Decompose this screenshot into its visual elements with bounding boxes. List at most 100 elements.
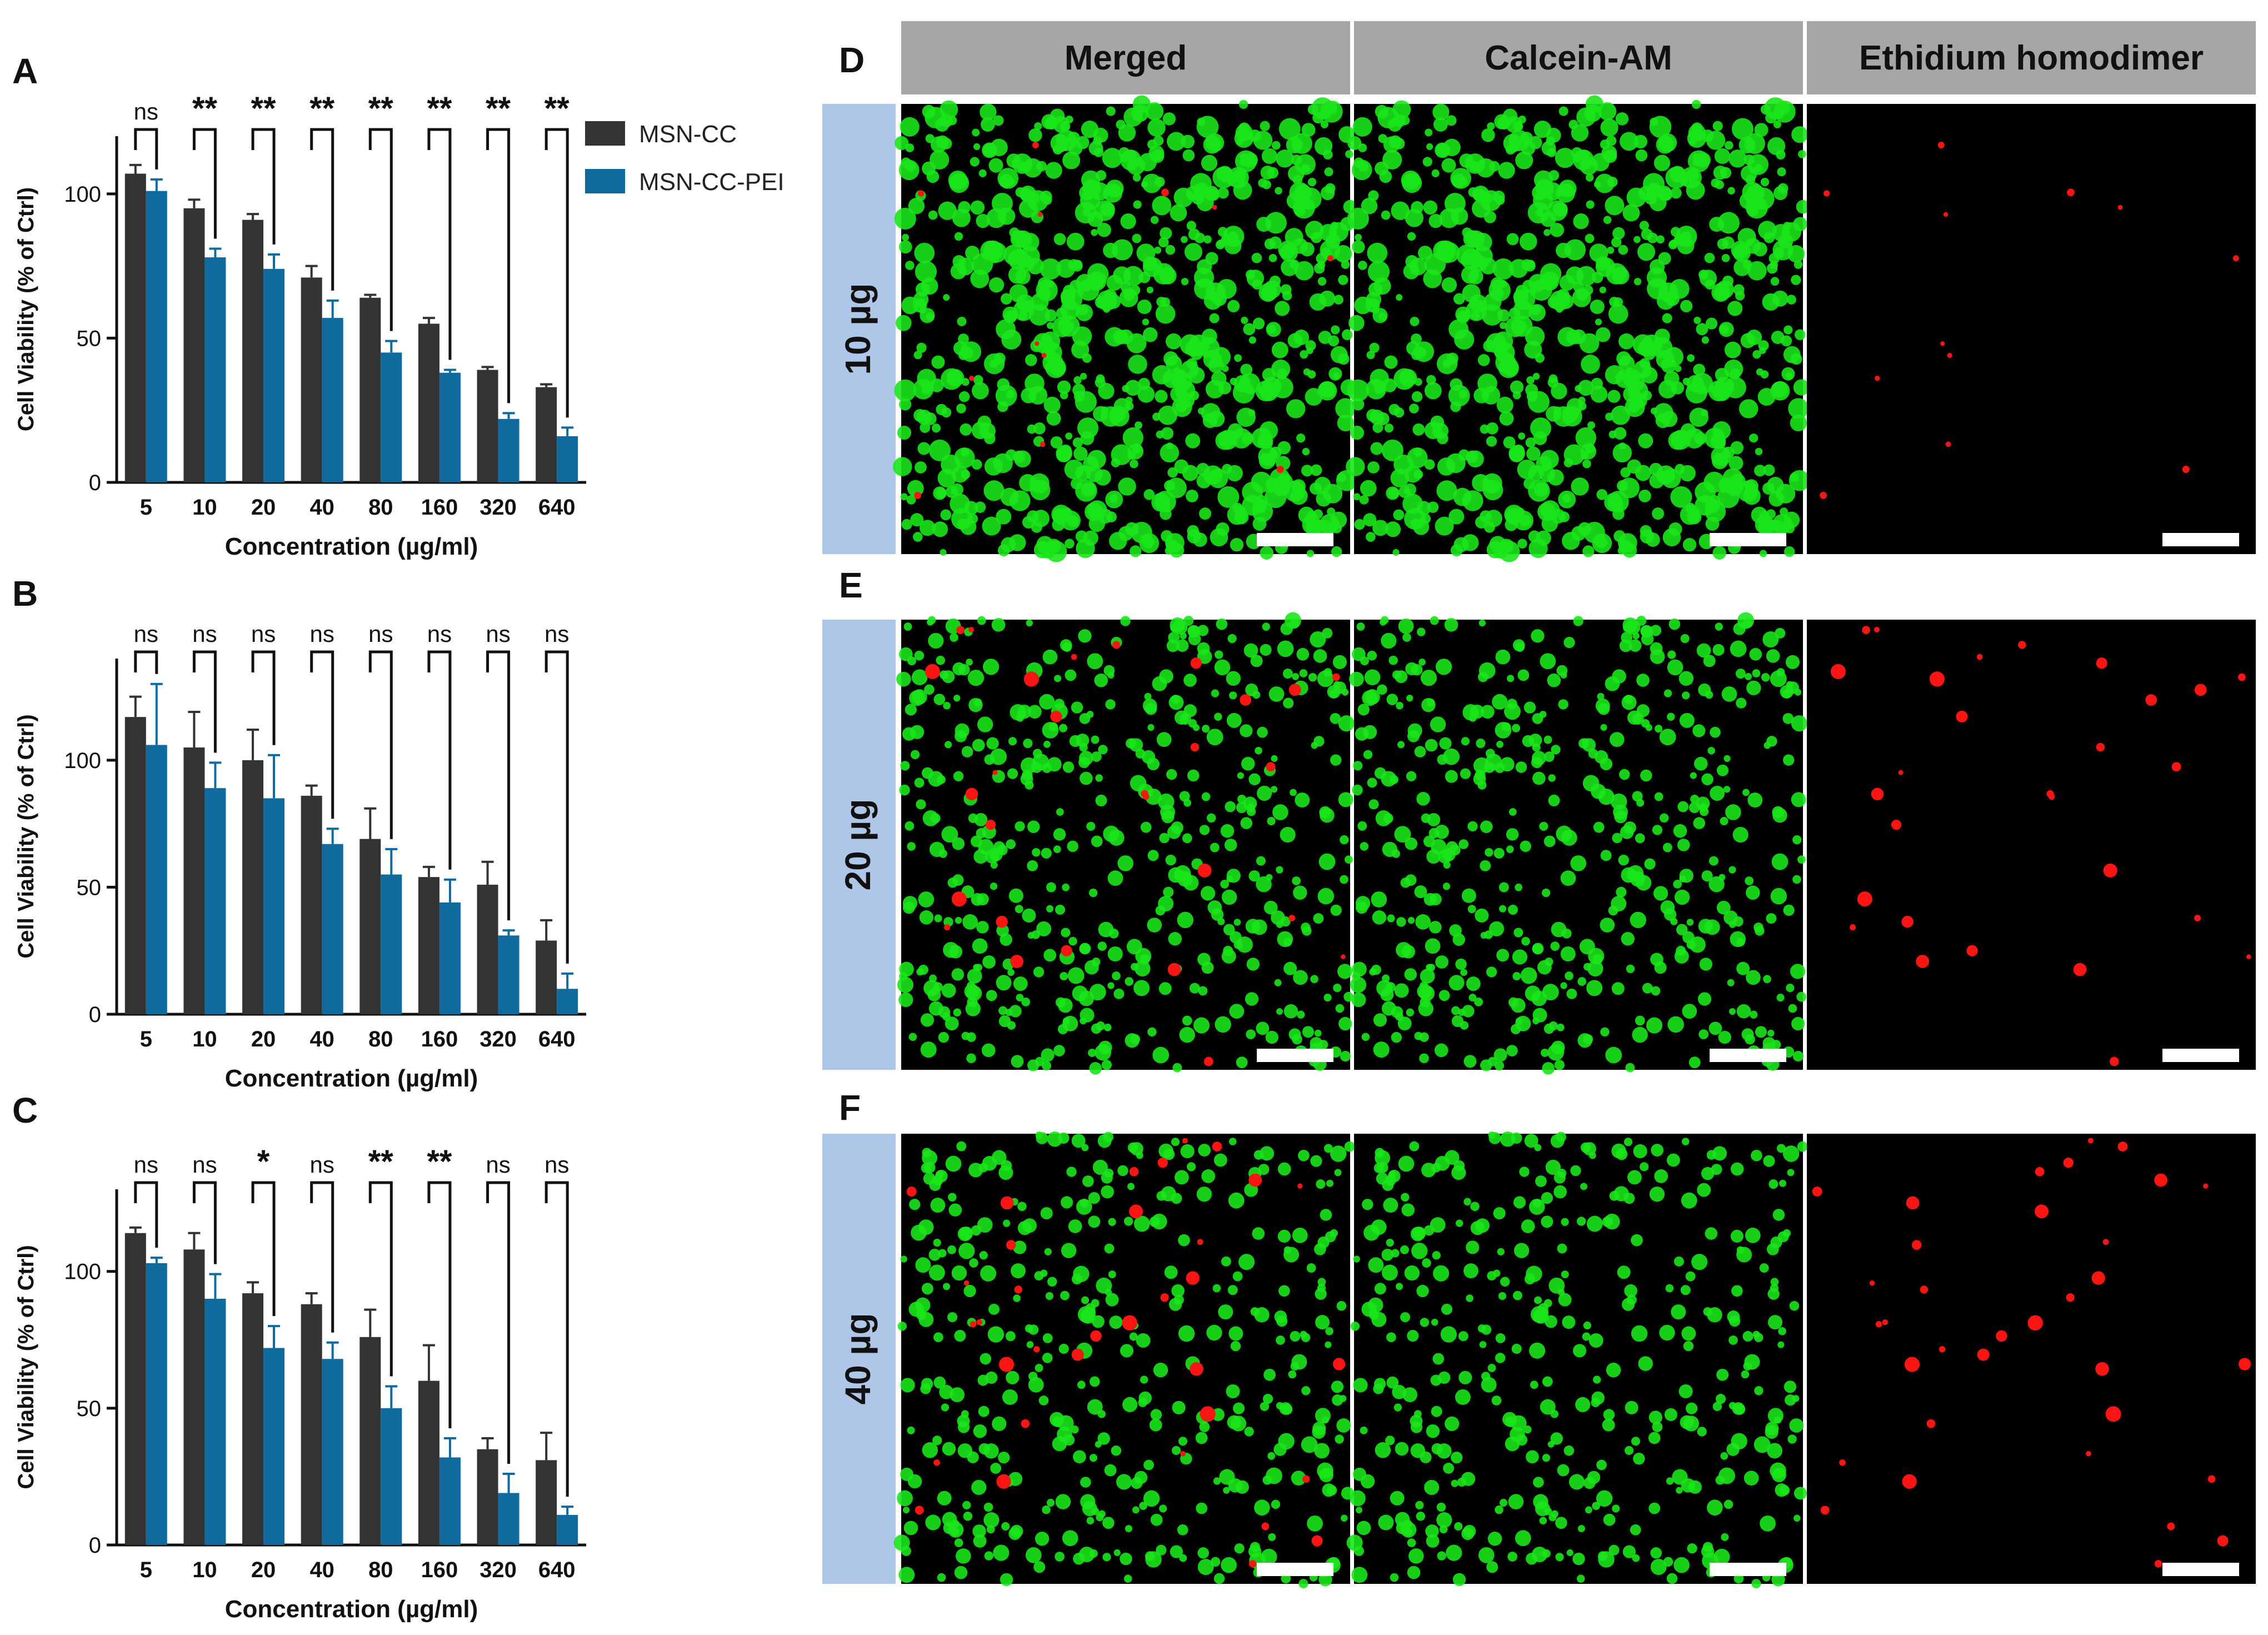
row-label: 20 µg bbox=[838, 799, 878, 891]
live-cell-dot bbox=[1426, 1424, 1440, 1438]
live-cell-dot bbox=[1061, 1243, 1077, 1258]
dead-cell-dot bbox=[956, 626, 965, 635]
live-cell-dot bbox=[1681, 1192, 1697, 1209]
dead-cell-dot bbox=[1186, 1271, 1200, 1285]
dead-cell-dot bbox=[1248, 1560, 1257, 1568]
live-cell-dot bbox=[1154, 491, 1176, 513]
bar-msn-cc-pei bbox=[322, 1359, 343, 1545]
live-cell-dot bbox=[1340, 1514, 1348, 1522]
live-cell-dot bbox=[1542, 1376, 1553, 1387]
dead-cell-dot bbox=[2105, 1406, 2121, 1422]
live-cell-dot bbox=[1659, 1324, 1675, 1341]
live-cell-dot bbox=[1783, 904, 1795, 916]
dead-cell-dot bbox=[2182, 465, 2190, 473]
live-cell-dot bbox=[902, 233, 910, 241]
live-cell-dot bbox=[1616, 1148, 1628, 1160]
live-cell-dot bbox=[1232, 1271, 1243, 1282]
live-cell-dot bbox=[1361, 1033, 1370, 1041]
live-cell-dot bbox=[1406, 771, 1417, 781]
live-cell-dot bbox=[1153, 246, 1162, 254]
live-cell-dot bbox=[1568, 119, 1578, 129]
live-cell-dot bbox=[1367, 650, 1377, 661]
dead-cell-dot bbox=[2194, 915, 2201, 922]
live-cell-dot bbox=[930, 1198, 946, 1213]
live-cell-dot bbox=[928, 1248, 941, 1261]
live-cell-dot bbox=[1660, 900, 1675, 915]
live-cell-dot bbox=[1498, 162, 1515, 179]
live-cell-dot bbox=[1560, 870, 1576, 886]
live-cell-dot bbox=[1418, 1001, 1433, 1016]
live-cell-dot bbox=[1636, 674, 1650, 687]
live-cell-dot bbox=[1149, 1418, 1162, 1432]
live-cell-dot bbox=[1183, 615, 1194, 626]
live-cell-dot bbox=[1314, 137, 1333, 156]
live-cell-dot bbox=[1596, 1490, 1613, 1507]
live-cell-dot bbox=[1052, 1416, 1063, 1427]
live-cell-dot bbox=[1693, 817, 1706, 829]
live-cell-dot bbox=[1156, 732, 1172, 747]
live-cell-dot bbox=[1415, 914, 1431, 930]
live-cell-dot bbox=[1223, 1487, 1230, 1494]
live-cell-dot bbox=[1600, 850, 1612, 861]
live-cell-dot bbox=[1487, 1364, 1496, 1372]
live-cell-dot bbox=[1635, 149, 1648, 162]
live-cell-dot bbox=[973, 143, 981, 151]
live-cell-dot bbox=[1072, 326, 1092, 346]
bar-msn-cc-pei bbox=[439, 372, 461, 482]
live-cell-dot bbox=[1123, 1217, 1133, 1226]
live-cell-dot bbox=[1000, 293, 1012, 305]
live-cell-dot bbox=[1593, 181, 1601, 188]
live-cell-dot bbox=[1781, 335, 1792, 347]
live-cell-dot bbox=[1407, 1329, 1419, 1342]
live-cell-dot bbox=[1042, 352, 1063, 373]
dead-cell-dot bbox=[1902, 1474, 1917, 1489]
live-cell-dot bbox=[1498, 882, 1509, 893]
live-cell-dot bbox=[1633, 277, 1642, 286]
live-cell-dot bbox=[1506, 845, 1514, 853]
live-cell-dot bbox=[927, 616, 936, 625]
live-cell-dot bbox=[938, 201, 957, 220]
live-cell-dot bbox=[1201, 403, 1221, 423]
live-cell-dot bbox=[1667, 1016, 1684, 1033]
live-cell-dot bbox=[1202, 725, 1210, 733]
live-cell-dot bbox=[1159, 1504, 1167, 1513]
live-cell-dot bbox=[928, 1001, 943, 1016]
live-cell-dot bbox=[1794, 1487, 1807, 1500]
live-cell-dot bbox=[940, 509, 952, 521]
live-cell-dot bbox=[1551, 745, 1561, 755]
live-cell-dot bbox=[1260, 121, 1270, 131]
live-cell-dot bbox=[1167, 467, 1178, 478]
bar-msn-cc-pei bbox=[263, 798, 285, 1014]
live-cell-dot bbox=[1742, 789, 1750, 796]
live-cell-dot bbox=[1680, 505, 1700, 525]
live-cell-dot bbox=[1027, 820, 1040, 833]
live-cell-dot bbox=[1030, 480, 1051, 501]
y-tick-label: 0 bbox=[89, 471, 101, 495]
live-cell-dot bbox=[1716, 1368, 1729, 1381]
live-cell-dot bbox=[1683, 1340, 1694, 1352]
live-cell-dot bbox=[1603, 1513, 1616, 1526]
live-cell-dot bbox=[1530, 279, 1552, 301]
significance-bracket bbox=[134, 650, 158, 674]
live-cell-dot bbox=[1260, 546, 1273, 560]
live-cell-dot bbox=[1406, 1008, 1415, 1016]
scale-bar bbox=[2162, 533, 2239, 546]
live-cell-dot bbox=[1493, 1269, 1501, 1277]
live-cell-dot bbox=[1566, 1549, 1573, 1557]
live-cell-dot bbox=[1096, 290, 1117, 311]
live-cell-dot bbox=[1638, 1356, 1653, 1371]
live-cell-dot bbox=[1374, 1283, 1386, 1295]
live-cell-dot bbox=[915, 461, 927, 473]
live-cell-dot bbox=[1315, 1408, 1331, 1424]
live-cell-dot bbox=[1566, 988, 1577, 999]
live-cell-dot bbox=[1613, 1186, 1629, 1202]
live-cell-dot bbox=[1392, 1384, 1407, 1399]
live-cell-dot bbox=[1580, 1183, 1588, 1190]
live-cell-dot bbox=[1576, 1217, 1586, 1226]
live-cell-dot bbox=[1492, 258, 1514, 280]
live-cell-dot bbox=[1778, 1327, 1786, 1335]
live-cell-dot bbox=[1779, 1179, 1787, 1187]
live-cell-dot bbox=[1415, 1501, 1424, 1510]
live-cell-dot bbox=[1478, 1547, 1495, 1563]
live-cell-dot bbox=[1603, 1409, 1615, 1420]
